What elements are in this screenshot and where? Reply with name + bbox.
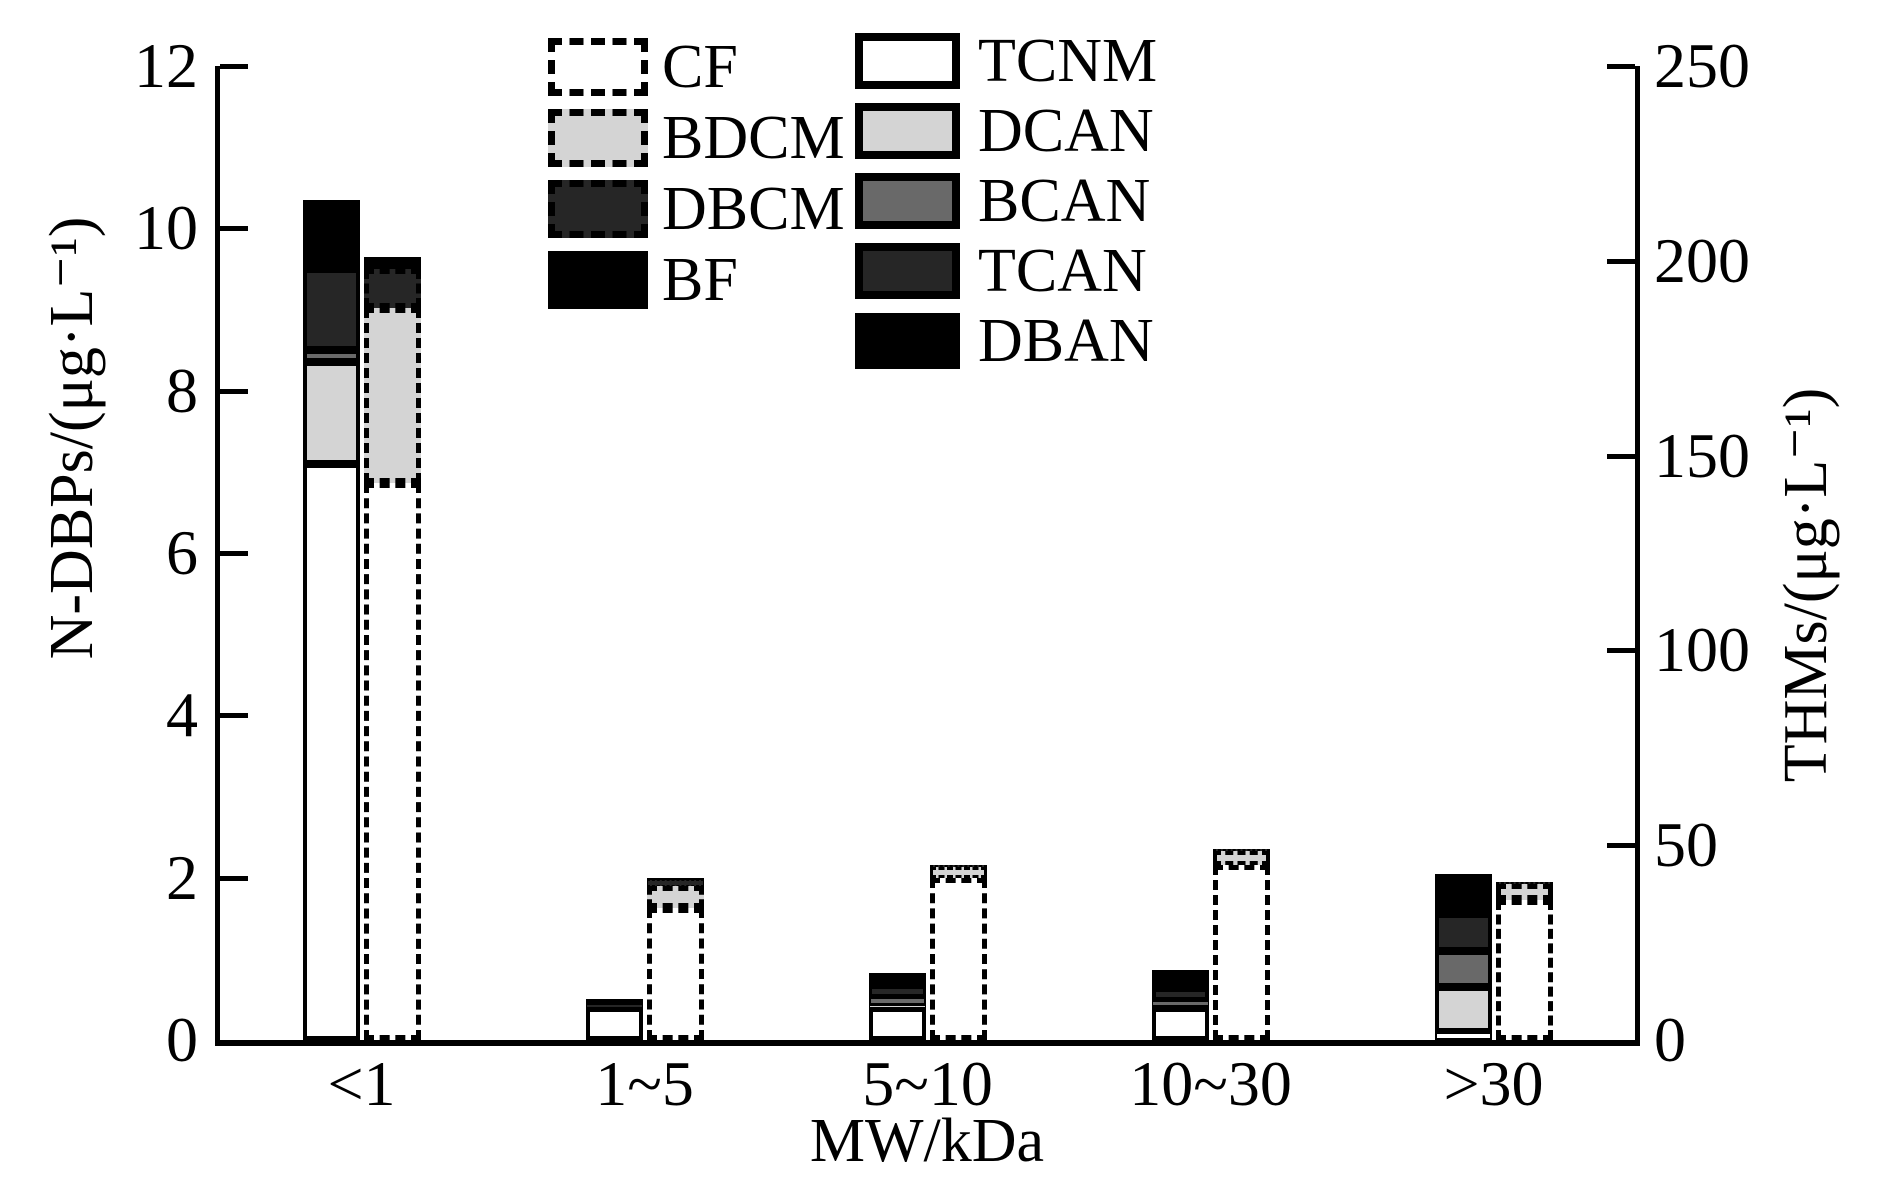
legend-item-label-bdcm: BDCM bbox=[662, 104, 845, 172]
bar-segment-dban bbox=[1151, 970, 1209, 989]
bar-segment-dbcm bbox=[363, 268, 421, 308]
bar-segment-bf bbox=[646, 878, 704, 881]
bar-segment-dbcm bbox=[1212, 849, 1270, 852]
bar-segment-tcan bbox=[302, 268, 360, 351]
x-tick-label: 1~5 bbox=[595, 1048, 694, 1119]
right-axis-title: THMs/(μg·L⁻¹) bbox=[1772, 387, 1840, 783]
legend-item-label-cf: CF bbox=[662, 33, 738, 101]
bar-segment-bdcm bbox=[1212, 851, 1270, 865]
legend-swatch-cf bbox=[548, 38, 648, 96]
bar-segment-tcan bbox=[868, 986, 926, 997]
left-axis-tick-label: 8 bbox=[166, 354, 198, 426]
bar-segment-bdcm bbox=[929, 866, 987, 879]
right-axis-tick bbox=[1607, 258, 1635, 264]
bar-segment-tcnm bbox=[302, 463, 360, 1040]
bar-segment-bdcm bbox=[363, 307, 421, 483]
right-axis-tick bbox=[1607, 648, 1635, 654]
left-axis-tick bbox=[220, 388, 248, 394]
legend-swatch-dban bbox=[855, 313, 960, 369]
legend-item-label-dbcm: DBCM bbox=[662, 175, 845, 243]
left-axis-tick-label: 0 bbox=[166, 1004, 198, 1075]
bar-segment-cf bbox=[1495, 899, 1553, 1040]
bar-segment-tcnm bbox=[585, 1007, 643, 1040]
bar-segment-dbcm bbox=[646, 880, 704, 887]
legend-item-label-tcan: TCAN bbox=[978, 237, 1147, 305]
bar-segment-tcan bbox=[1151, 988, 1209, 1002]
right-axis-tick-label: 200 bbox=[1654, 224, 1750, 296]
right-axis-tick bbox=[1607, 64, 1635, 69]
x-tick-label: 10~30 bbox=[1129, 1048, 1292, 1119]
right-axis-tick-label: 100 bbox=[1654, 614, 1750, 686]
legend-item-label-bf: BF bbox=[662, 246, 738, 314]
bar-segment-dban bbox=[585, 999, 643, 1005]
left-axis-tick-label: 12 bbox=[134, 30, 198, 101]
left-axis-tick bbox=[220, 551, 248, 556]
legend-item-label-dban: DBAN bbox=[978, 307, 1154, 375]
left-axis-tick bbox=[220, 64, 248, 69]
bar-segment-dban bbox=[302, 199, 360, 269]
bar-segment-cf bbox=[1212, 864, 1270, 1040]
left-axis-tick-label: 2 bbox=[166, 841, 198, 913]
right-axis-tick-label: 150 bbox=[1654, 419, 1750, 491]
bar-segment-bf bbox=[363, 256, 421, 269]
bar-segment-bcan bbox=[868, 996, 926, 1006]
left-axis-tick bbox=[220, 875, 248, 881]
bar-segment-bdcm bbox=[1495, 884, 1553, 900]
bar-segment-tcnm bbox=[868, 1007, 926, 1040]
bar-segment-dcan bbox=[302, 362, 360, 464]
bar-segment-tcan bbox=[1434, 914, 1492, 951]
right-axis-tick-label: 0 bbox=[1654, 1004, 1686, 1075]
legend-swatch-tcan bbox=[855, 243, 960, 299]
bar-segment-tcnm bbox=[1151, 1007, 1209, 1040]
bar-segment-bcan bbox=[302, 350, 360, 363]
right-axis-tick-label: 250 bbox=[1654, 30, 1750, 101]
bar-segment-dcan bbox=[1434, 987, 1492, 1032]
bar-segment-dban bbox=[868, 973, 926, 987]
bar-segment-bdcm bbox=[646, 886, 704, 908]
bar-segment-dcan bbox=[868, 1005, 926, 1008]
legend-item-label-bcan: BCAN bbox=[978, 167, 1151, 235]
legend-item-label-tcnm: TCNM bbox=[978, 27, 1158, 95]
legend-swatch-bcan bbox=[855, 173, 960, 229]
x-axis-title: MW/kDa bbox=[809, 1107, 1045, 1175]
legend-swatch-tcnm bbox=[855, 33, 960, 89]
plot-area bbox=[215, 64, 1640, 1046]
bar-segment-tcan bbox=[585, 1004, 643, 1008]
x-tick-label: >30 bbox=[1443, 1048, 1544, 1119]
bar-segment-dban bbox=[1434, 873, 1492, 915]
left-axis-tick-label: 10 bbox=[134, 192, 198, 264]
right-axis-tick bbox=[1607, 453, 1635, 459]
legend-swatch-bf bbox=[548, 251, 648, 309]
x-tick-label: <1 bbox=[327, 1048, 396, 1119]
legend-swatch-dcan bbox=[855, 103, 960, 159]
bar-segment-cf bbox=[363, 482, 421, 1040]
bar-segment-dbcm bbox=[1495, 882, 1553, 885]
left-axis-tick-label: 4 bbox=[166, 679, 198, 751]
x-tick-label: 5~10 bbox=[862, 1048, 993, 1119]
bar-segment-cf bbox=[646, 907, 704, 1040]
left-axis-tick bbox=[220, 713, 248, 719]
right-axis-tick bbox=[1607, 843, 1635, 849]
bar-segment-dcan bbox=[1151, 1005, 1209, 1008]
left-axis-title: N-DBPs/(μg·L⁻¹) bbox=[38, 216, 106, 660]
bar-segment-bcan bbox=[1151, 1001, 1209, 1006]
left-axis-tick bbox=[220, 226, 248, 232]
bar-segment-tcnm bbox=[1434, 1031, 1492, 1040]
bar-segment-dbcm bbox=[929, 864, 987, 867]
legend-item-label-dcan: DCAN bbox=[978, 97, 1154, 165]
bar-segment-bcan bbox=[1434, 950, 1492, 988]
left-axis-tick-label: 6 bbox=[166, 517, 198, 588]
right-axis-tick-label: 50 bbox=[1654, 809, 1718, 881]
legend-swatch-dbcm bbox=[548, 180, 648, 238]
legend-swatch-bdcm bbox=[548, 109, 648, 167]
bar-segment-cf bbox=[929, 878, 987, 1040]
